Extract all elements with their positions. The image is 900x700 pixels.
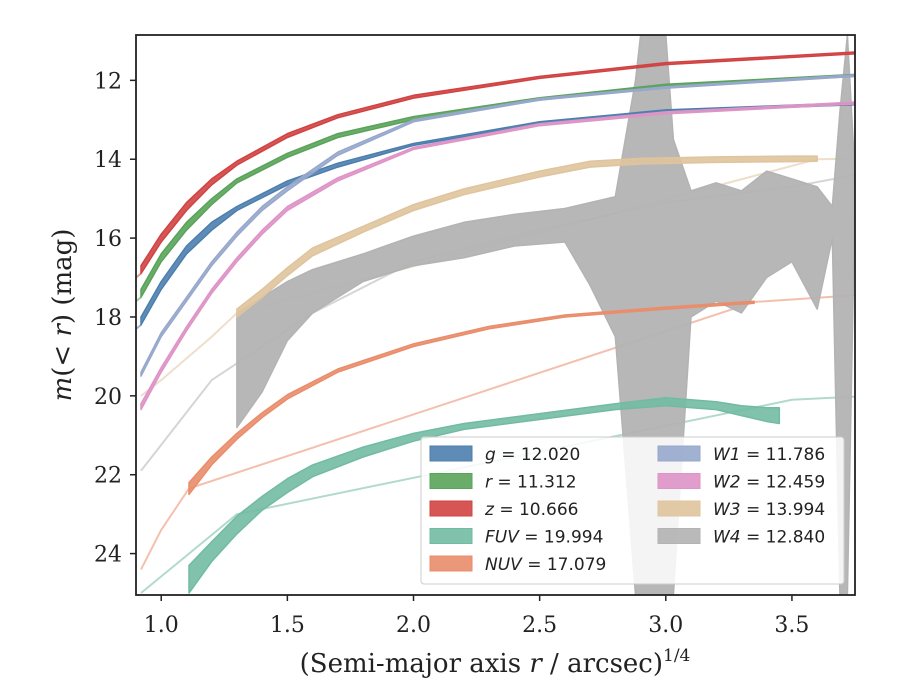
x-tick-label: 2.5 [522, 613, 557, 638]
series-w1-band [140, 74, 855, 377]
series-w3-band [236, 155, 818, 318]
legend-label-nuv: NUV = 17.079 [485, 555, 606, 575]
curve-of-growth-bands [140, 35, 855, 595]
legend-label-r: r = 11.312 [485, 473, 577, 493]
series-fuv-extrapolation [140, 395, 855, 594]
legend-label-w2: W2 = 12.459 [713, 473, 825, 493]
y-tick-label: 12 [94, 69, 122, 94]
series-r-band [140, 73, 855, 299]
legend-swatch-w1 [657, 445, 701, 462]
legend-swatch-g [429, 445, 473, 462]
x-tick-label: 2.0 [396, 613, 431, 638]
plot-frame [135, 34, 856, 596]
legend-swatch-r [429, 473, 473, 489]
legend-swatch-z [429, 500, 473, 517]
x-tick-label: 3.0 [648, 613, 683, 638]
legend-label-w1: W1 = 11.786 [713, 445, 825, 465]
y-tick-label: 18 [94, 306, 122, 331]
legend-swatch-fuv [429, 528, 473, 544]
y-axis-ticks: 12 14 16 18 20 22 24 [94, 69, 136, 568]
legend-label-fuv: FUV = 19.994 [485, 528, 603, 548]
legend-label-w3: W3 = 13.994 [713, 500, 825, 520]
x-tick-label: 3.5 [774, 613, 809, 638]
x-axis-ticks: 1.0 1.5 2.0 2.5 3.0 3.5 [144, 595, 809, 638]
y-tick-label: 14 [94, 148, 122, 173]
x-axis-label: (Semi-major axis r / arcsec)1/4 [300, 646, 691, 679]
y-axis-label: m(< r) (mag) [48, 229, 78, 402]
legend-swatch-w3 [657, 500, 701, 517]
series-w2-band [140, 101, 855, 411]
series-z-band [140, 51, 855, 275]
y-tick-label: 16 [94, 227, 122, 252]
series-fuv-band [188, 397, 781, 594]
series-w4-band [236, 35, 855, 595]
x-tick-label: 1.5 [270, 613, 305, 638]
legend-swatch-nuv [429, 555, 473, 572]
y-tick-label: 22 [94, 464, 122, 489]
y-tick-label: 20 [94, 385, 122, 410]
y-tick-label: 24 [94, 543, 122, 568]
legend-swatch-w4 [657, 528, 701, 544]
x-tick-label: 1.0 [144, 613, 179, 638]
series-g-band [140, 102, 855, 326]
series-w3-extrapolation [140, 157, 855, 397]
legend-swatch-w2 [657, 473, 701, 489]
legend: g = 12.020 r = 11.312 z = 10.666 FUV = 19.9… [420, 436, 845, 585]
legend-label-w4: W4 = 12.840 [713, 528, 825, 548]
legend-label-z: z = 10.666 [484, 500, 578, 520]
legend-box [420, 436, 845, 585]
legend-label-g: g = 12.020 [485, 445, 580, 465]
series-nuv-band [188, 300, 755, 496]
